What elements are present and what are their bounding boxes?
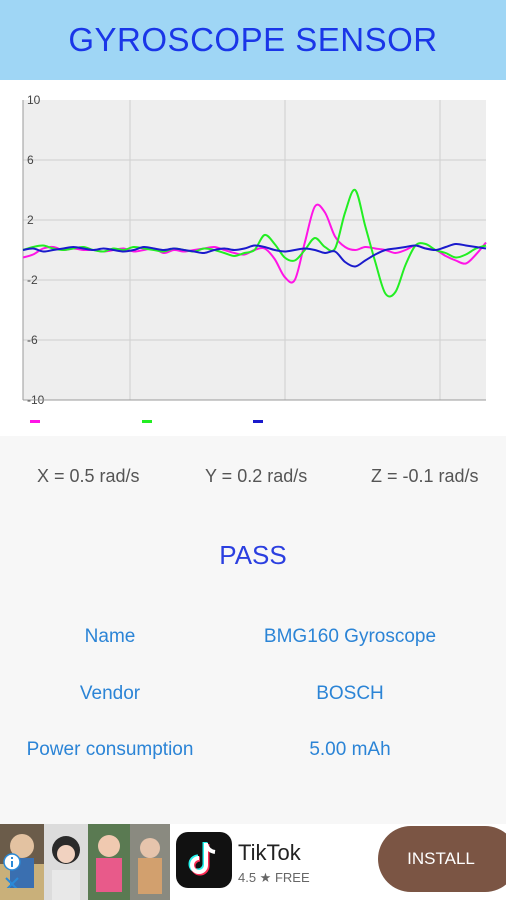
ad-info-icon[interactable] (3, 828, 21, 888)
info-row-power: Power consumption 5.00 mAh (0, 739, 506, 765)
ad-thumbnails[interactable] (0, 824, 170, 900)
tiktok-logo-icon[interactable] (176, 832, 232, 888)
y-reading: Y = 0.2 rad/s (205, 466, 308, 486)
y-tick-label: 6 (27, 153, 34, 167)
page-title: GYROSCOPE SENSOR (68, 21, 438, 58)
y-tick-label: -6 (27, 333, 38, 347)
vendor-label: Vendor (79, 683, 141, 704)
ad-thumb-2 (44, 824, 88, 900)
power-value: 5.00 mAh (309, 739, 391, 760)
legend-swatch-2 (142, 420, 152, 423)
gyroscope-chart: 10 6 2 -2 -6 -10 (0, 80, 506, 436)
ad-thumb-4 (130, 824, 170, 900)
install-button[interactable]: INSTALL (378, 826, 506, 892)
ad-rating: 4.5 ★ FREE (238, 870, 310, 885)
readings-row: X = 0.5 rad/s Y = 0.2 rad/s Z = -0.1 rad… (0, 466, 506, 488)
ad-thumb-3 (88, 824, 130, 900)
info-row-vendor: Vendor BOSCH (0, 683, 506, 709)
y-tick-label: -2 (27, 273, 38, 287)
x-reading: X = 0.5 rad/s (37, 466, 140, 486)
ad-banner[interactable] (0, 824, 506, 900)
app-header: GYROSCOPE SENSOR (0, 0, 506, 80)
legend-swatch-1 (30, 420, 40, 423)
z-reading: Z = -0.1 rad/s (371, 466, 479, 486)
series-line-3 (22, 242, 487, 268)
status-text: PASS (219, 540, 287, 570)
music-note-icon (188, 842, 216, 876)
ad-app-name[interactable]: TikTok (238, 840, 301, 865)
name-value: BMG160 Gyroscope (263, 626, 437, 647)
y-tick-label: 2 (27, 213, 34, 227)
power-label: Power consumption (26, 739, 194, 760)
legend-swatch-3 (253, 420, 263, 423)
name-label: Name (84, 626, 136, 647)
series-line-2 (22, 188, 487, 298)
info-row-name: Name BMG160 Gyroscope (0, 626, 506, 652)
vendor-value: BOSCH (316, 683, 384, 704)
y-tick-label: 10 (27, 93, 41, 107)
